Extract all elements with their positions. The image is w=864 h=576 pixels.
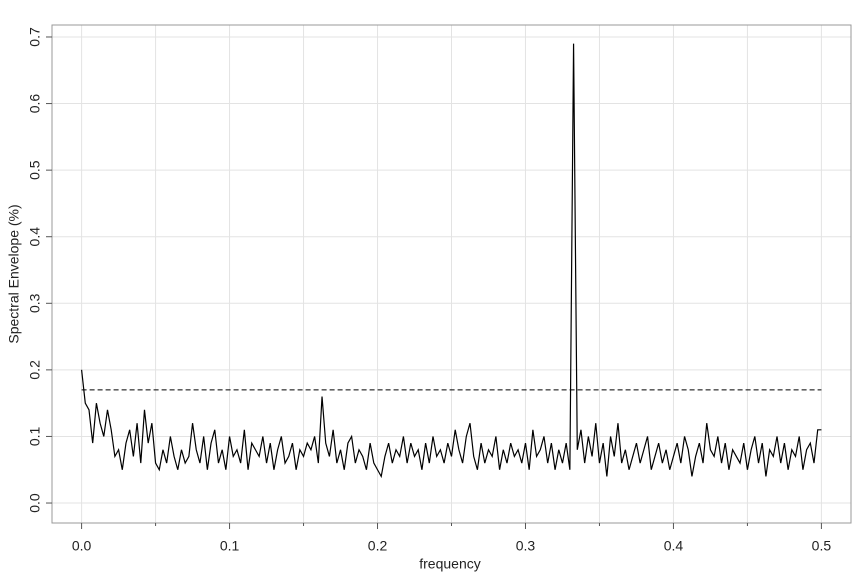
x-tick-label: 0.0 <box>72 538 92 554</box>
x-tick-label: 0.2 <box>368 538 388 554</box>
y-tick-label: 0.5 <box>27 160 43 180</box>
plot <box>80 43 822 479</box>
y-tick-label: 0.7 <box>27 27 43 47</box>
y-tick-label: 0.2 <box>27 360 43 380</box>
y-tick-label: 0.3 <box>27 293 43 313</box>
grid <box>52 25 851 523</box>
y-tick-label: 0.4 <box>27 227 43 247</box>
y-tick-label: 0.6 <box>27 94 43 114</box>
x-tick-label: 0.1 <box>220 538 240 554</box>
x-tick-label: 0.5 <box>812 538 832 554</box>
y-tick-label: 0.1 <box>27 427 43 447</box>
x-tick-label: 0.4 <box>664 538 684 554</box>
data-line <box>80 43 822 479</box>
y-tick-label: 0.0 <box>27 493 43 513</box>
x-tick-label: 0.3 <box>516 538 536 554</box>
y-axis-title: Spectral Envelope (%) <box>6 204 22 343</box>
x-axis-title: frequency <box>419 556 480 572</box>
